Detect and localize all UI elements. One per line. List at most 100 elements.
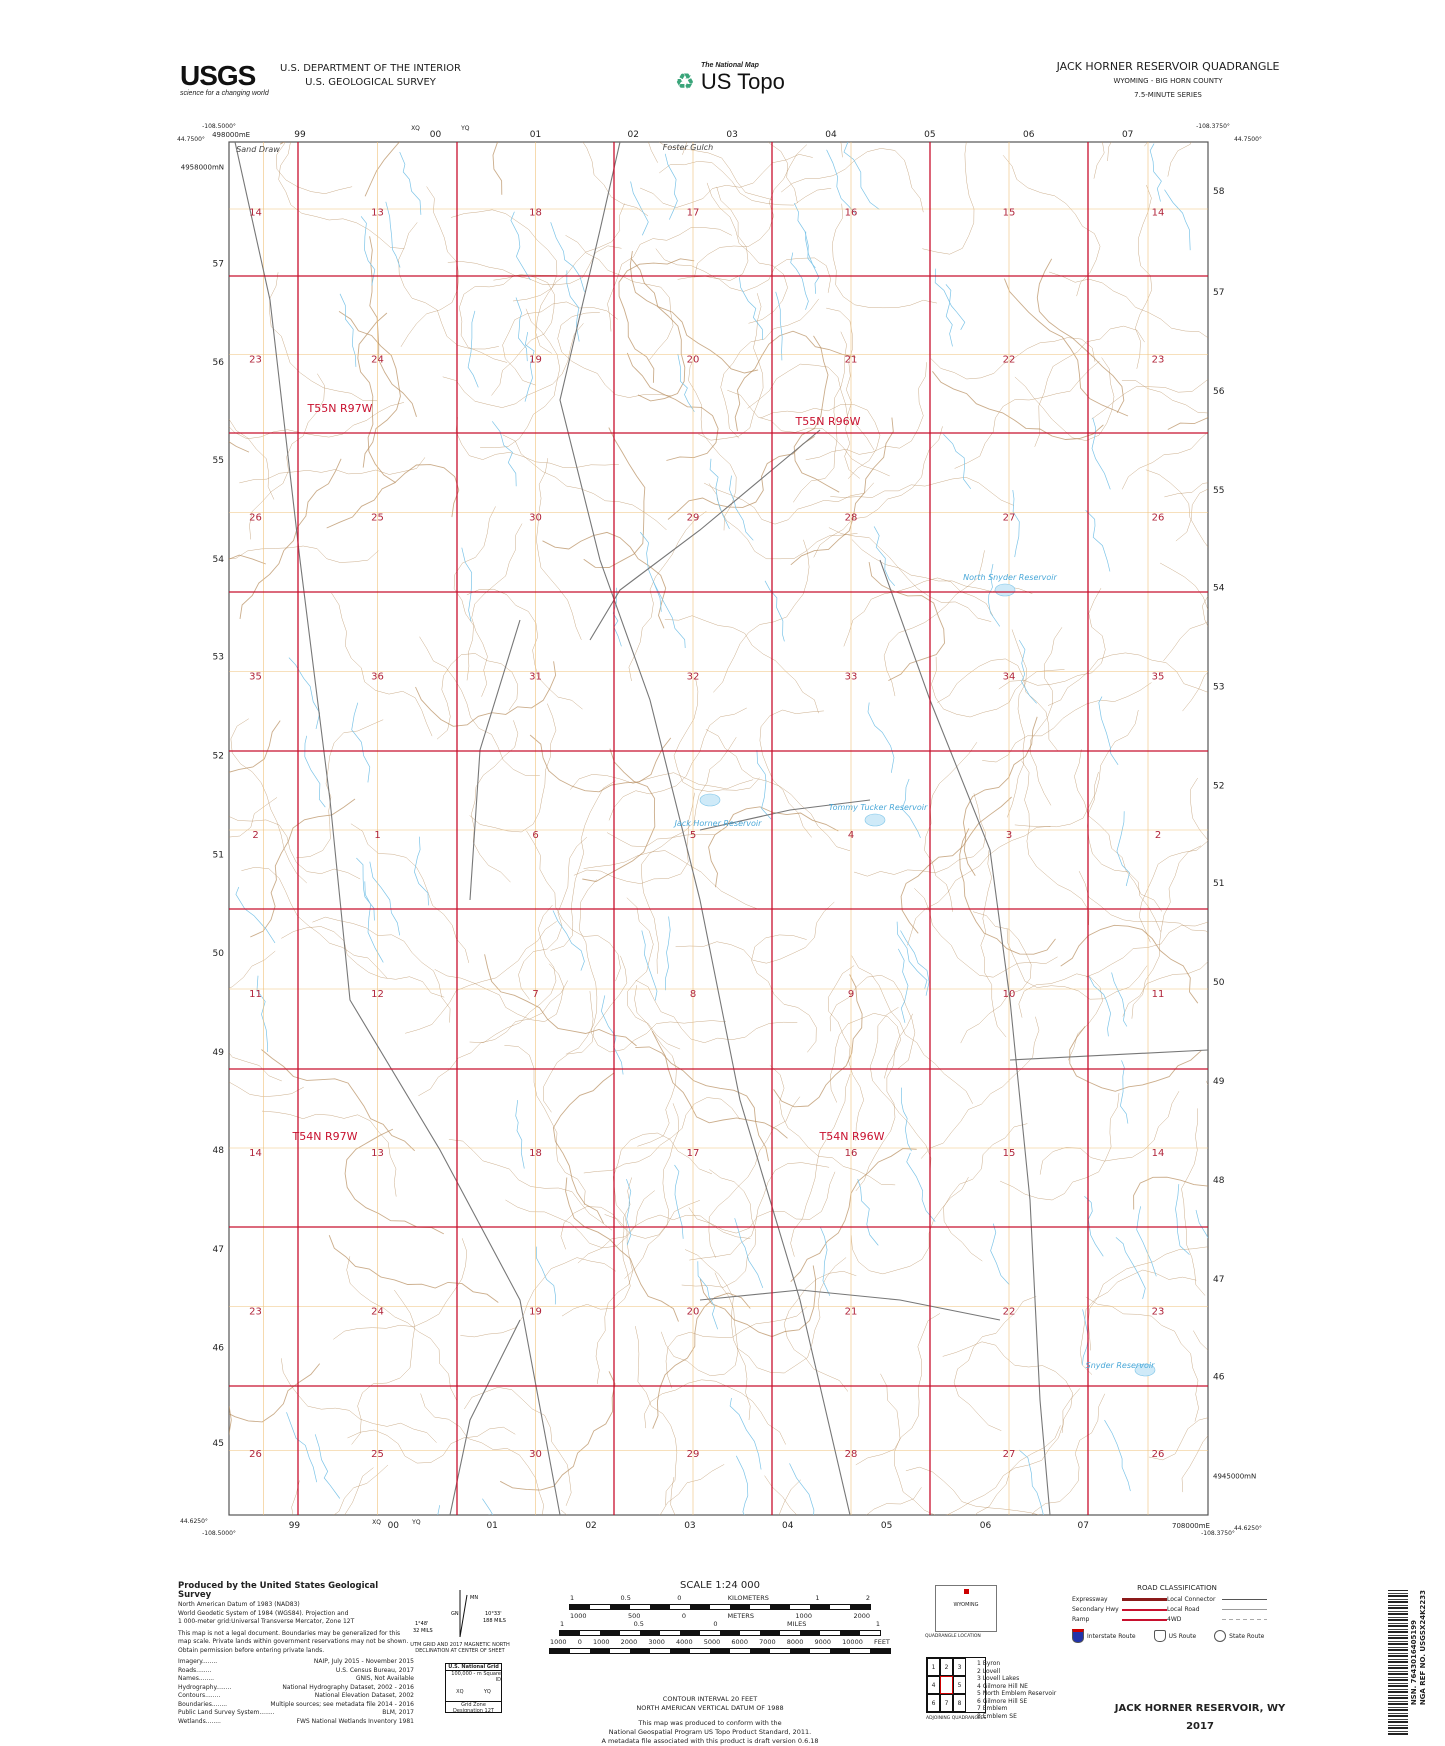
section-number: 21 (845, 354, 858, 365)
stream (414, 836, 429, 906)
source-row: Contours........ National Elevation Datas… (178, 1692, 414, 1701)
contour-line (570, 772, 754, 790)
contour-line (582, 748, 656, 882)
source-value: FWS National Wetlands Inventory 1981 (296, 1717, 414, 1725)
natmap-us-topo: US Topo (700, 69, 785, 94)
ft-scale-label: 1000 (592, 1638, 610, 1646)
contour-line (930, 337, 1096, 380)
contour-line (959, 828, 1056, 955)
contour-line (783, 1270, 857, 1392)
contour-line (1036, 258, 1125, 414)
route-shields: Interstate Route US Route State Route (1072, 1629, 1282, 1643)
m-scale-label: 1000 (795, 1612, 812, 1620)
stream (901, 1087, 912, 1152)
contour-line (333, 1238, 468, 1340)
contour-line (229, 418, 275, 500)
contour-line (1163, 621, 1208, 662)
contour-line (1047, 652, 1208, 706)
contour-line (851, 955, 973, 1104)
stream (304, 735, 326, 808)
credits-block: Produced by the United States Geological… (178, 1582, 414, 1726)
ft-scale-label: 7000 (759, 1638, 776, 1646)
ft-scale-label: FEET (873, 1638, 890, 1646)
contour-line (1085, 921, 1208, 978)
contour-line (229, 1081, 304, 1097)
stream (601, 995, 624, 1075)
section-number: 17 (687, 1148, 700, 1159)
stream (1018, 639, 1037, 704)
stream (901, 778, 921, 839)
corner-lat: 44.6250° (180, 1518, 208, 1525)
contour-line (943, 1123, 1028, 1262)
road-legend-heading: ROAD CLASSIFICATION (1137, 1584, 1217, 1592)
stream (1098, 696, 1119, 765)
contour-line (778, 1479, 802, 1515)
township-range-label: T54N R97W (292, 1130, 358, 1143)
contour-line (628, 511, 707, 682)
section-number: 27 (1003, 512, 1016, 523)
contour-line (626, 897, 681, 1050)
contour-line (946, 1388, 1081, 1515)
contour-line (1121, 431, 1208, 490)
contour-line (641, 833, 715, 974)
quadrangle-location-map: WYOMING (935, 1585, 997, 1632)
contour-line (813, 426, 943, 558)
note-2: National Geospatial Program US Topo Prod… (608, 1728, 812, 1736)
contour-line (347, 1426, 516, 1464)
township-range-label: T54N R96W (819, 1130, 885, 1143)
state-route-icon (1214, 1630, 1227, 1642)
quadrangle-title-block: JACK HORNER RESERVOIR QUADRANGLE WYOMING… (1048, 60, 1288, 102)
contour-line (229, 1363, 321, 1423)
adjoining-quad-name: 2 Lovell (977, 1667, 1001, 1675)
northing-label-right: 57 (1213, 288, 1224, 298)
route-legend-item: US Route (1153, 1630, 1196, 1642)
contour-line (1034, 325, 1145, 447)
stream (819, 1226, 831, 1297)
section-number: 20 (687, 1306, 700, 1317)
contour-line (635, 1326, 678, 1506)
easting-label-bottom: 07 (1077, 1521, 1088, 1531)
contour-line (344, 1128, 445, 1235)
northing-label-right: 47 (1213, 1275, 1224, 1285)
contour-line (922, 142, 975, 255)
contour-line (1030, 627, 1063, 806)
contour-line (828, 527, 992, 622)
contour-line (644, 1379, 786, 1445)
route-legend-label: State Route (1229, 1632, 1265, 1640)
corner-lat: 44.7500° (1234, 136, 1262, 143)
stream (1085, 509, 1111, 572)
source-row: Boundaries........ Multiple sources; see … (178, 1701, 414, 1710)
contour-line (942, 1341, 1073, 1433)
stream (867, 702, 895, 773)
stream (906, 1152, 936, 1222)
section-number: 15 (1003, 1148, 1016, 1159)
stream (988, 563, 1001, 627)
contour-line (471, 523, 523, 697)
section-number: 24 (371, 354, 384, 365)
stream (364, 881, 384, 963)
contour-line (737, 1257, 847, 1374)
contour-line (1093, 142, 1105, 179)
stream (286, 1412, 318, 1483)
section-number: 35 (249, 671, 262, 682)
angle-left: 1°48' (415, 1621, 428, 1627)
contour-line (529, 734, 672, 793)
contour-line (1122, 961, 1208, 1017)
section-number: 23 (1152, 354, 1165, 365)
section-number: 9 (848, 989, 854, 1000)
northing-label-left: 51 (213, 850, 224, 860)
corner-lon: -108.5000° (202, 123, 236, 130)
contour-line (1181, 1330, 1208, 1493)
source-value: NAIP, July 2015 - November 2015 (313, 1658, 414, 1665)
contour-line (420, 1393, 544, 1515)
road (559, 142, 851, 1515)
stream (515, 1100, 525, 1169)
contour-line (931, 656, 1065, 718)
contour-line (760, 404, 881, 479)
contour-line (830, 1013, 901, 1103)
contour-line (344, 1467, 374, 1515)
place-name: Snyder Reservoir (1086, 1361, 1155, 1370)
footer-year: 2017 (1186, 1721, 1214, 1732)
